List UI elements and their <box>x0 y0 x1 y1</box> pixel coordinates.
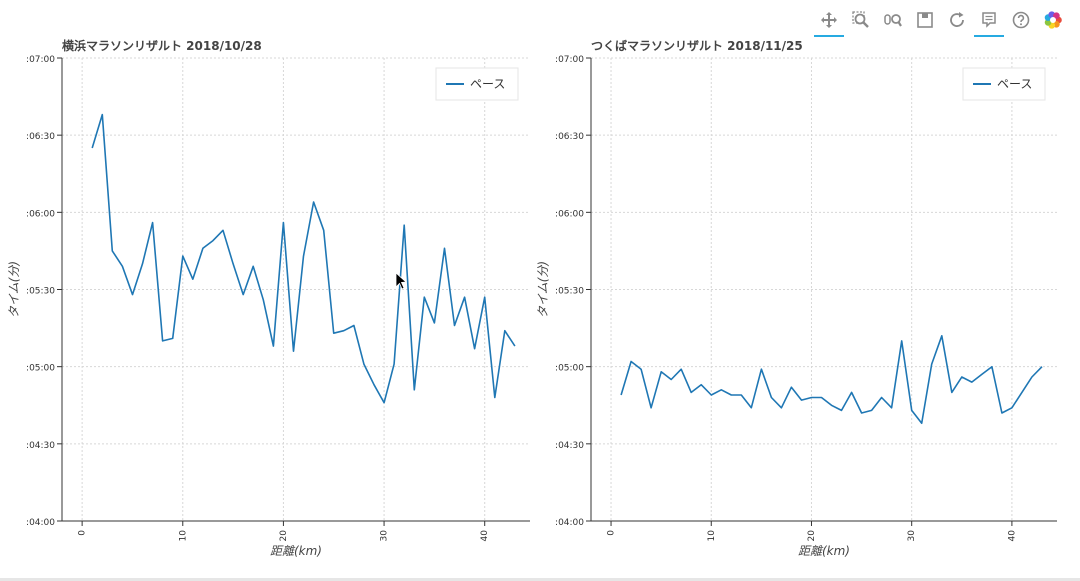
x-axis-label: 距離(km) <box>270 544 322 558</box>
x-tick-label: 10 <box>178 530 188 542</box>
y-tick-label: :07:00 <box>26 55 55 65</box>
x-tick-label: 20 <box>807 530 817 542</box>
legend-label: ペース <box>470 77 505 91</box>
y-tick-label: :06:00 <box>26 209 55 219</box>
save-tool-icon[interactable] <box>912 7 938 33</box>
bottom-rule <box>0 578 1080 581</box>
y-tick-label: :06:30 <box>26 132 55 142</box>
y-tick-label: :05:30 <box>26 287 55 297</box>
y-axis-label: タイム(分) <box>536 261 550 318</box>
reset-tool-icon[interactable] <box>944 7 970 33</box>
y-tick-label: :06:00 <box>555 209 584 219</box>
toolbar <box>814 6 1066 37</box>
y-tick-label: :04:30 <box>26 441 55 451</box>
y-tick-label: :06:30 <box>555 132 584 142</box>
series-line-pace <box>91 113 516 404</box>
x-tick-label: 10 <box>707 530 717 542</box>
x-axis-label: 距離(km) <box>798 544 850 558</box>
x-tick-label: 30 <box>907 530 917 542</box>
x-tick-label: 40 <box>480 530 490 542</box>
series-line-pace <box>620 334 1043 425</box>
y-tick-label: :05:00 <box>555 364 584 374</box>
chart-title: 横浜マラソンリザルト 2018/10/28 <box>62 38 262 53</box>
wheel-zoom-tool-icon[interactable] <box>880 7 906 33</box>
chart-title: つくばマラソンリザルト 2018/11/25 <box>591 38 803 53</box>
pan-tool-icon[interactable] <box>814 7 844 37</box>
x-tick-label: 40 <box>1007 530 1017 542</box>
x-tick-label: 0 <box>78 530 88 536</box>
y-tick-label: :04:30 <box>555 441 584 451</box>
y-tick-label: :04:00 <box>555 518 584 528</box>
y-tick-label: :05:30 <box>555 287 584 297</box>
hover-tool-icon[interactable] <box>974 7 1004 37</box>
box-zoom-tool-icon[interactable] <box>848 7 874 33</box>
x-tick-label: 0 <box>607 530 617 536</box>
chart-1: 横浜マラソンリザルト 2018/10/28 :04:00 :04:30 :05:00:… <box>7 38 530 558</box>
bokeh-logo-icon[interactable] <box>1040 7 1066 33</box>
x-tick-label: 30 <box>380 530 390 542</box>
y-axis-label: タイム(分) <box>7 261 21 318</box>
y-tick-label: :05:00 <box>26 364 55 374</box>
y-tick-label: :07:00 <box>555 55 584 65</box>
legend: ペース <box>435 67 519 101</box>
x-tick-label: 20 <box>279 530 289 542</box>
y-tick-label: :04:00 <box>26 518 55 528</box>
mouse-cursor-icon <box>395 272 407 290</box>
chart-2: つくばマラソンリザルト 2018/11/25 :04:00 :04:30 :05:00… <box>536 38 1057 558</box>
legend: ペース <box>962 67 1046 101</box>
legend-label: ペース <box>997 77 1032 91</box>
help-tool-icon[interactable] <box>1008 7 1034 33</box>
